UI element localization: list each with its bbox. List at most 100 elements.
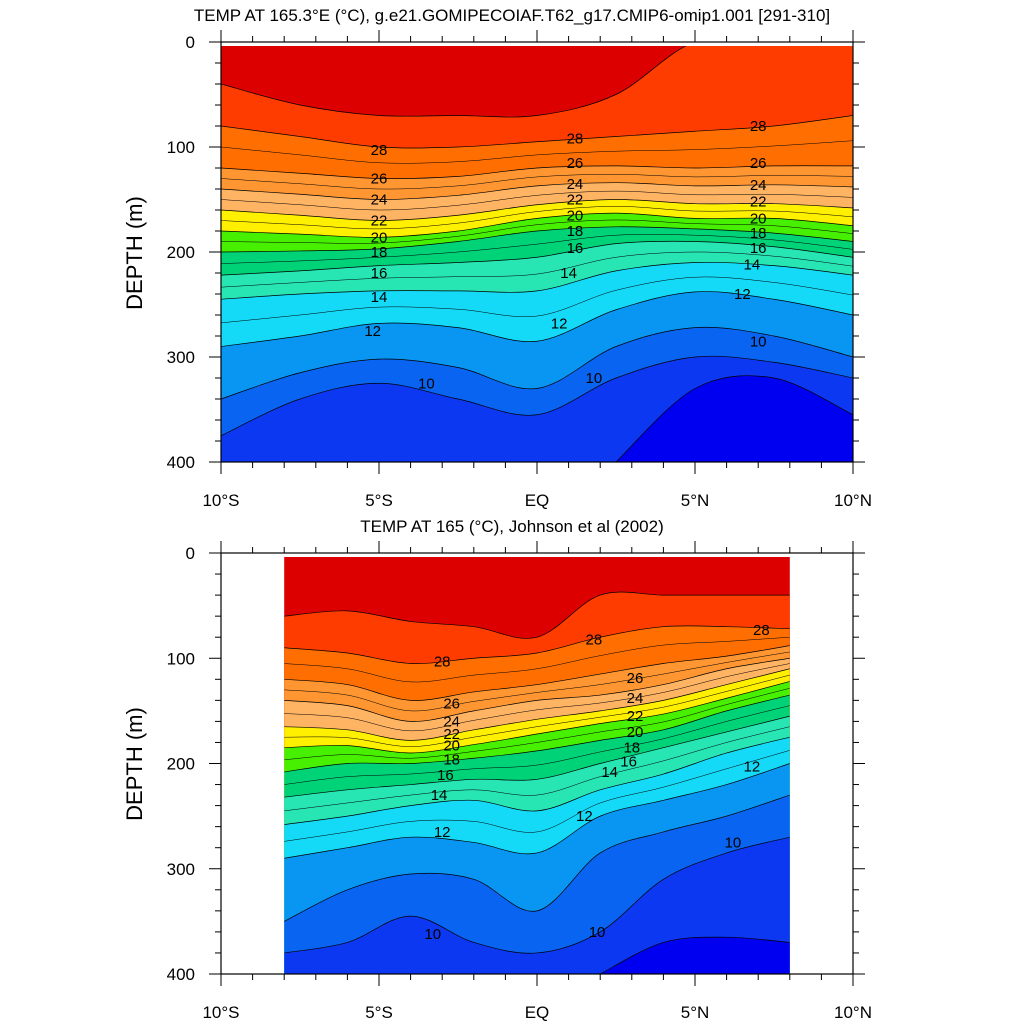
contour-label: 20 [443, 738, 460, 755]
isotherm-25 [221, 174, 853, 190]
contour-label: 24 [443, 713, 460, 730]
y-tick-label: 300 [167, 348, 195, 367]
contour-label: 12 [364, 323, 381, 340]
isotherm-14 [284, 736, 790, 825]
contour-label: 18 [371, 244, 388, 261]
isotherm-16 [284, 715, 790, 798]
contour-label: 14 [560, 265, 577, 282]
isotherm-12 [221, 291, 853, 347]
isotherm-28 [284, 625, 790, 664]
isotherm-29 [221, 46, 687, 118]
isotherm-23 [221, 190, 853, 211]
contour-label: 16 [371, 265, 388, 282]
isotherm-19 [284, 688, 790, 761]
x-tick-label: 10°S [202, 491, 239, 510]
y-tick-label: 200 [167, 755, 195, 774]
isotherm-10 [284, 836, 790, 954]
contour-label: 26 [443, 696, 460, 713]
isotherm-22 [221, 199, 853, 221]
isotherm-12 [284, 763, 790, 859]
isotherm-23 [284, 663, 790, 732]
band-9 [284, 837, 790, 974]
contour-label: 20 [750, 210, 767, 227]
contour-label: 16 [437, 767, 454, 784]
contour-label: 26 [567, 155, 584, 172]
x-tick-label: 5°N [681, 491, 710, 510]
isotherm-9 [615, 375, 853, 462]
isotherm-16 [221, 240, 853, 276]
contour-label: 28 [586, 631, 603, 648]
isotherm-26 [221, 165, 853, 179]
contour-label: 26 [627, 670, 644, 687]
x-tick-label: 10°N [834, 491, 872, 510]
contour-label: 16 [567, 240, 584, 257]
y-tick-label: 0 [186, 544, 195, 563]
isotherm-27 [284, 636, 790, 683]
contour-label: 12 [434, 824, 451, 841]
x-tick-label: 5°S [365, 1003, 393, 1022]
isotherm-13 [284, 750, 790, 842]
contour-label: 22 [443, 726, 460, 743]
contour-label: 18 [443, 751, 460, 768]
isotherm-26 [284, 645, 790, 701]
y-tick-label: 400 [167, 453, 195, 472]
contour-label: 28 [371, 142, 388, 159]
isotherm-9 [600, 936, 790, 974]
contour-label: 20 [371, 229, 388, 246]
contour-label: 28 [750, 118, 767, 135]
panel-0-contour-fill [221, 46, 853, 462]
contour-label: 22 [371, 213, 388, 230]
contour-label: 24 [371, 192, 388, 209]
contour-label: 14 [601, 764, 618, 781]
isotherm-14 [221, 261, 853, 300]
x-tick-label: 5°S [365, 491, 393, 510]
isotherm-17 [221, 234, 853, 264]
contour-label: 26 [371, 171, 388, 188]
contour-label: 28 [567, 131, 584, 148]
panel-1-contour-fill [284, 557, 790, 974]
contour-label: 14 [431, 787, 448, 804]
isotherm-15 [284, 726, 790, 812]
y-tick-label: 0 [186, 33, 195, 52]
contour-label: 14 [744, 257, 761, 274]
isotherm-13 [221, 276, 853, 324]
y-tick-label: 300 [167, 860, 195, 879]
top-panel-title: TEMP AT 165.3°E (°C), g.e21.GOMIPECOIAF.… [193, 6, 831, 25]
contour-label: 24 [567, 176, 584, 193]
contour-label: 18 [750, 225, 767, 242]
contour-label: 12 [744, 759, 761, 776]
band-8 [616, 375, 853, 462]
contour-label: 28 [753, 622, 770, 639]
isotherm-19 [221, 219, 853, 244]
contour-label: 10 [725, 834, 742, 851]
contour-label: 26 [750, 155, 767, 172]
contour-label: 18 [623, 740, 640, 757]
isotherm-24 [284, 657, 790, 722]
contour-label: 12 [551, 315, 568, 332]
x-tick-label: 10°N [834, 1003, 872, 1022]
isotherm-17 [284, 705, 790, 785]
isotherm-28 [221, 115, 853, 149]
contour-label: 20 [627, 724, 644, 741]
x-tick-label: 10°S [202, 1003, 239, 1022]
isotherm-18 [284, 694, 790, 773]
contour-label: 18 [567, 223, 584, 240]
contour-label: 20 [567, 207, 584, 224]
isotherm-21 [221, 206, 853, 230]
contour-label: 24 [627, 690, 644, 707]
panel-0-contour-lines [221, 46, 853, 462]
isotherm-20 [284, 681, 790, 754]
x-tick-label: EQ [525, 491, 550, 510]
contour-label: 22 [567, 192, 584, 209]
isotherm-25 [284, 651, 790, 712]
contour-label: 28 [434, 653, 451, 670]
contour-label: 24 [750, 177, 767, 194]
y-tick-label: 400 [167, 965, 195, 984]
contour-label: 10 [589, 924, 606, 941]
y-tick-label: 100 [167, 138, 195, 157]
contour-label: 16 [750, 240, 767, 257]
bottom-panel-title: TEMP AT 165 (°C), Johnson et al (2002) [360, 517, 664, 536]
isotherm-11 [284, 794, 790, 922]
band-8 [600, 937, 790, 974]
isotherm-10 [221, 355, 853, 437]
